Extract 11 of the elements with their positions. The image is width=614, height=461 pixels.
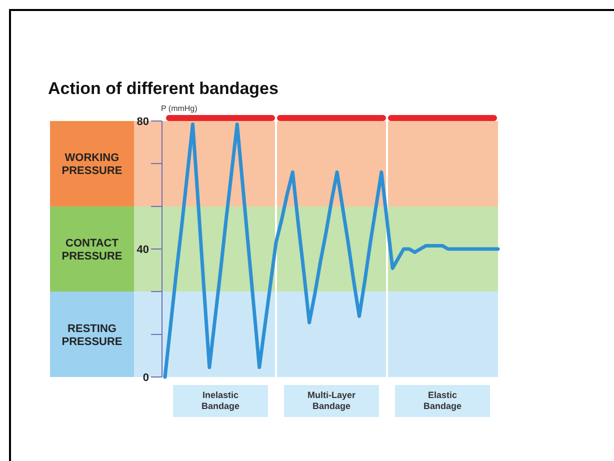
y-tick-label: 0 [142, 372, 149, 384]
y-axis-title: P (mmHg) [161, 104, 198, 113]
text: Multi-Layer Bandage [307, 390, 356, 411]
text: Elastic Bandage [423, 390, 462, 411]
band-label: CONTACT PRESSURE [62, 238, 122, 262]
chart-title: Action of different bandages [48, 79, 278, 98]
text: Inelastic Bandage [201, 390, 240, 411]
y-tick-label: 40 [136, 244, 149, 256]
band-label: RESTING PRESSURE [62, 322, 122, 348]
band-label: WORKING PRESSURE [62, 152, 122, 178]
y-tick-label: 80 [136, 116, 149, 128]
